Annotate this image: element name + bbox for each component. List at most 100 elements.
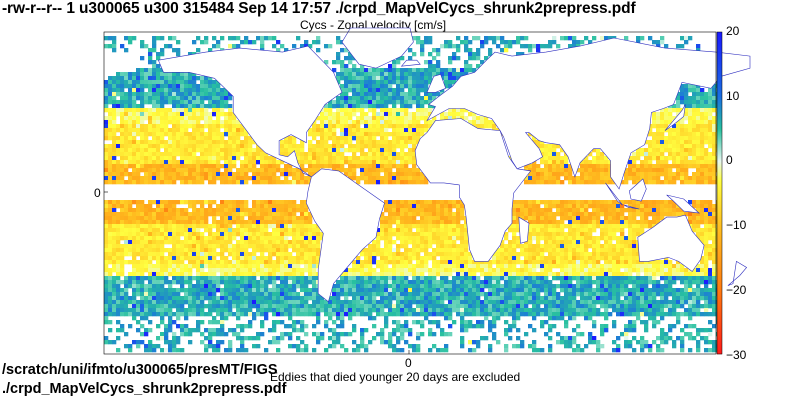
heatmap-cell — [616, 216, 621, 221]
heatmap-cell — [212, 128, 217, 133]
heatmap-cell — [408, 252, 413, 257]
heatmap-cell — [180, 140, 185, 145]
heatmap-cell — [640, 148, 645, 153]
heatmap-cell — [224, 160, 229, 165]
heatmap-cell — [604, 168, 609, 173]
heatmap-cell — [208, 116, 213, 121]
heatmap-cell — [168, 260, 173, 265]
heatmap-cell — [444, 72, 449, 77]
heatmap-cell — [164, 164, 169, 169]
heatmap-cell — [668, 108, 673, 113]
heatmap-cell — [536, 208, 541, 213]
heatmap-cell — [448, 248, 453, 253]
heatmap-cell — [352, 76, 357, 81]
heatmap-cell — [248, 256, 253, 261]
heatmap-cell — [484, 36, 489, 41]
heatmap-cell — [196, 116, 201, 121]
heatmap-cell — [172, 240, 177, 245]
heatmap-cell — [172, 132, 177, 137]
heatmap-cell — [172, 220, 177, 225]
heatmap-cell — [260, 244, 265, 249]
heatmap-cell — [676, 204, 681, 209]
heatmap-cell — [524, 248, 529, 253]
heatmap-cell — [644, 180, 649, 185]
heatmap-cell — [516, 252, 521, 257]
heatmap-cell — [108, 232, 113, 237]
heatmap-cell — [708, 268, 713, 273]
heatmap-cell — [140, 232, 145, 237]
heatmap-cell — [164, 76, 169, 81]
heatmap-cell — [184, 80, 189, 85]
heatmap-cell — [696, 116, 701, 121]
heatmap-cell — [444, 44, 449, 49]
heatmap-cell — [528, 212, 533, 217]
heatmap-cell — [104, 224, 109, 229]
heatmap-cell — [192, 80, 197, 85]
heatmap-cell — [184, 140, 189, 145]
heatmap-cell — [304, 252, 309, 257]
heatmap-cell — [228, 228, 233, 233]
heatmap-cell — [360, 88, 365, 93]
heatmap-cell — [412, 120, 417, 125]
heatmap-cell — [632, 156, 637, 161]
heatmap-cell — [208, 88, 213, 93]
heatmap-cell — [216, 264, 221, 269]
heatmap-cell — [240, 144, 245, 149]
heatmap-cell — [160, 232, 165, 237]
heatmap-cell — [212, 212, 217, 217]
heatmap-cell — [380, 232, 385, 237]
heatmap-cell — [376, 260, 381, 265]
heatmap-cell — [700, 228, 705, 233]
heatmap-cell — [408, 48, 413, 53]
heatmap-cell — [140, 244, 145, 249]
heatmap-cell — [632, 160, 637, 165]
heatmap-cell — [660, 128, 665, 133]
heatmap-cell — [384, 136, 389, 141]
heatmap-cell — [156, 88, 161, 93]
heatmap-cell — [568, 164, 573, 169]
heatmap-cell — [660, 108, 665, 113]
heatmap-cell — [388, 220, 393, 225]
heatmap-cell — [124, 100, 129, 105]
heatmap-cell — [452, 220, 457, 225]
heatmap-cell — [436, 220, 441, 225]
heatmap-cell — [704, 140, 709, 145]
heatmap-cell — [616, 208, 621, 213]
heatmap-cell — [648, 36, 653, 41]
heatmap-cell — [148, 168, 153, 173]
heatmap-cell — [532, 228, 537, 233]
heatmap-cell — [116, 276, 121, 281]
heatmap-cell — [440, 220, 445, 225]
heatmap-cell — [260, 156, 265, 161]
heatmap-cell — [128, 152, 133, 157]
heatmap-cell — [420, 52, 425, 57]
heatmap-cell — [596, 176, 601, 181]
heatmap-cell — [388, 236, 393, 241]
heatmap-cell — [116, 80, 121, 85]
heatmap-cell — [660, 204, 665, 209]
heatmap-cell — [124, 96, 129, 101]
heatmap-cell — [120, 172, 125, 177]
heatmap-cell — [352, 120, 357, 125]
heatmap-cell — [388, 92, 393, 97]
heatmap-cell — [296, 168, 301, 173]
heatmap-cell — [560, 268, 565, 273]
heatmap-cell — [416, 264, 421, 269]
heatmap-cell — [156, 80, 161, 85]
heatmap-cell — [660, 160, 665, 165]
heatmap-cell — [372, 84, 377, 89]
heatmap-cell — [172, 248, 177, 253]
heatmap-cell — [244, 144, 249, 149]
heatmap-cell — [184, 132, 189, 137]
heatmap-cell — [140, 72, 145, 77]
heatmap-cell — [136, 204, 141, 209]
heatmap-cell — [152, 148, 157, 153]
heatmap-cell — [376, 160, 381, 165]
heatmap-cell — [256, 172, 261, 177]
heatmap-cell — [188, 248, 193, 253]
heatmap-cell — [712, 164, 717, 169]
heatmap-cell — [364, 68, 369, 73]
heatmap-cell — [548, 180, 553, 185]
heatmap-cell — [156, 148, 161, 153]
heatmap-cell — [536, 44, 541, 49]
